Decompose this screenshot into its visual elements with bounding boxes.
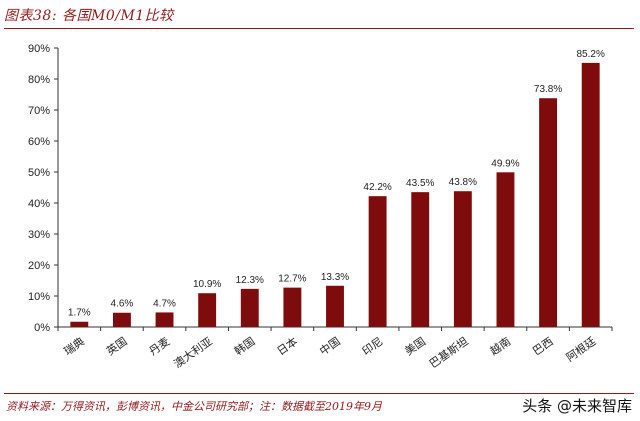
data-label: 85.2%	[577, 49, 605, 60]
x-tick-label: 巴基斯坦	[426, 334, 470, 371]
bar	[70, 321, 89, 327]
data-label: 49.9%	[491, 158, 519, 169]
data-label: 13.3%	[321, 272, 349, 283]
x-tick-label: 丹麦	[147, 335, 172, 358]
data-label: 73.8%	[534, 84, 562, 95]
title-divider	[4, 28, 634, 29]
bar	[198, 293, 217, 327]
y-tick-label: 40%	[28, 198, 50, 210]
bar	[240, 288, 259, 327]
x-tick-label: 英国	[104, 334, 130, 358]
bar	[411, 192, 430, 327]
bar	[453, 191, 472, 327]
data-label: 1.7%	[68, 308, 91, 319]
data-label: 4.6%	[111, 299, 134, 310]
x-tick-label: 印尼	[360, 335, 385, 358]
x-tick-label: 巴西	[530, 335, 555, 358]
bar	[112, 312, 131, 327]
data-label: 43.5%	[406, 178, 434, 189]
x-tick-label: 美国	[402, 335, 427, 358]
y-tick-label: 0%	[34, 322, 50, 334]
x-tick-label: 日本	[274, 334, 300, 358]
x-tick-label: 越南	[487, 334, 513, 358]
data-label: 12.3%	[236, 275, 264, 286]
bar	[496, 172, 515, 327]
y-tick-label: 20%	[28, 260, 50, 272]
y-tick-label: 50%	[28, 167, 50, 179]
bar	[326, 285, 344, 327]
y-tick-label: 30%	[28, 229, 50, 241]
y-tick-label: 10%	[28, 291, 50, 303]
x-axis: 瑞典 英国 丹麦 澳大利亚 韩国 日本 中国 印尼 美国 巴基斯坦 越南 巴西 阿根廷	[57, 326, 613, 371]
x-tick-label: 韩国	[231, 334, 257, 358]
x-tick-label: 澳大利亚	[171, 334, 215, 371]
data-label: 12.7%	[278, 274, 306, 285]
bar-chart: 0% 10% 20% 30% 40% 50% 60% 70% 80% 90% 瑞典 英国 丹麦 澳大利亚…	[28, 43, 613, 371]
x-tick-label: 瑞典	[61, 334, 87, 358]
bar-series	[70, 62, 600, 327]
y-tick-label: 70%	[28, 105, 50, 117]
watermark-text: 头条 @未来智库	[522, 397, 632, 415]
source-note: 资料来源：万得资讯，彭博资讯，中金公司研究部；注：数据截至2019年9月	[6, 400, 382, 413]
y-tick-label: 60%	[28, 136, 50, 148]
data-label: 42.2%	[363, 182, 391, 193]
bar	[581, 62, 600, 327]
y-tick-label: 80%	[28, 74, 50, 86]
bar	[539, 98, 558, 327]
bar	[283, 287, 302, 327]
data-labels: 1.7% 4.6% 4.7% 10.9% 12.3% 12.7% 13.3% 42.2% 43.…	[68, 49, 605, 319]
chart-title: 图表38: 各国M0/M1比较	[4, 8, 174, 24]
bar	[368, 196, 387, 327]
x-tick-label: 阿根廷	[563, 334, 598, 364]
bar	[155, 312, 174, 327]
footer-divider	[4, 393, 634, 394]
data-label: 4.7%	[153, 298, 176, 309]
y-tick-label: 90%	[28, 43, 50, 55]
data-label: 43.8%	[449, 177, 477, 188]
data-label: 10.9%	[193, 279, 221, 290]
y-axis: 0% 10% 20% 30% 40% 50% 60% 70% 80% 90%	[28, 43, 59, 334]
x-tick-label: 中国	[317, 335, 342, 358]
